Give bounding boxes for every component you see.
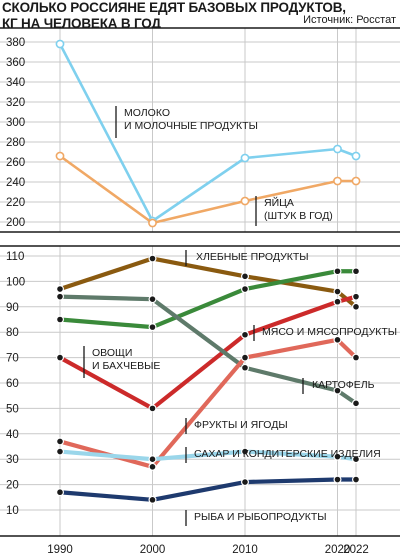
bottom-series-3-point-4 [352,399,361,408]
bottom-series-1-point-3 [333,297,342,306]
x-tick-1990: 1990 [47,544,73,556]
bottom-series-4-point-1 [148,462,157,471]
bottom-series-5-point-0 [55,447,64,456]
top-series-0-point-0 [55,39,65,49]
bottom-series-1-point-2 [241,330,250,339]
bottom-y-tick-50: 50 [6,403,19,415]
bottom-series-6-point-1 [148,495,157,504]
top-series-0-label-line-0: МОЛОКО [124,107,170,119]
bottom-series-5-point-1 [148,455,157,464]
x-tick-2020: 2020 [325,544,351,556]
bottom-series-6-point-4 [352,475,361,484]
top-y-tick-380: 380 [6,37,25,49]
chart-title-line-1: СКОЛЬКО РОССИЯНЕ ЕДЯТ БАЗОВЫХ ПРОДУКТОВ, [2,0,346,15]
x-tick-2010: 2010 [232,544,258,556]
top-y-tick-340: 340 [6,77,25,89]
top-series-0-point-4 [351,151,361,161]
source-note: Источник: Росстат [303,14,396,26]
bottom-series-3-point-3 [333,386,342,395]
bottom-series-4-label-line-0: ФРУКТЫ И ЯГОДЫ [194,419,288,431]
bottom-series-2-point-3 [333,267,342,276]
top-series-0-label-line-1: И МОЛОЧНЫЕ ПРОДУКТЫ [124,120,258,132]
top-series-1-label-line-1: (ШТУК В ГОД) [264,210,333,222]
top-series-0-point-2 [240,153,250,163]
bottom-series-0-point-2 [241,272,250,281]
top-series-1-point-1 [148,218,157,228]
top-series-1-point-3 [333,176,342,186]
bottom-y-tick-110: 110 [6,251,24,263]
bottom-series-6-label-line-0: РЫБА И РЫБОПРОДУКТЫ [194,511,327,523]
x-tick-2022: 2022 [343,544,369,556]
bottom-series-5-point-3 [333,452,342,461]
top-y-tick-280: 280 [6,137,25,149]
top-y-tick-240: 240 [6,177,25,189]
bottom-series-2-point-2 [241,285,250,294]
bottom-series-5-point-2 [241,447,250,456]
bottom-series-4-point-2 [241,353,250,362]
bottom-y-tick-30: 30 [6,454,19,466]
top-y-tick-360: 360 [6,57,25,69]
bottom-y-tick-60: 60 [6,378,19,390]
bottom-y-tick-100: 100 [6,276,25,288]
x-tick-2000: 2000 [140,544,166,556]
top-series-1-point-4 [351,176,361,186]
bottom-series-0-point-3 [333,287,342,296]
bottom-series-0-point-0 [55,285,64,294]
bottom-series-0-point-4 [352,302,361,311]
bottom-series-6-point-0 [55,488,64,497]
bottom-series-3-label-line-0: КАРТОФЕЛЬ [312,379,375,391]
bottom-y-tick-20: 20 [6,480,19,492]
top-series-1-point-0 [55,151,65,161]
bottom-y-tick-70: 70 [6,353,19,365]
bottom-series-3-point-1 [148,295,157,304]
bottom-series-1-label-line-0: МЯСО И МЯСОПРОДУКТЫ [262,326,397,338]
bottom-series-5-label-line-0: САХАР И КОНДИТЕРСКИЕ ИЗДЕЛИЯ [194,448,381,460]
bottom-series-3-point-2 [241,363,250,372]
bottom-y-tick-40: 40 [6,429,19,441]
bottom-series-2-label-line-0: ОВОЩИ [92,347,132,359]
bottom-series-3-point-0 [55,292,64,301]
bottom-y-tick-80: 80 [6,327,19,339]
top-series-1-label-line-0: ЯЙЦА [264,196,294,209]
top-y-tick-300: 300 [6,117,25,129]
bottom-series-0-label-line-0: ХЛЕБНЫЕ ПРОДУКТЫ [196,251,309,263]
bottom-series-2-label-line-1: И БАХЧЕВЫЕ [92,360,160,372]
bottom-y-tick-90: 90 [6,302,19,314]
top-y-tick-200: 200 [6,217,25,229]
bottom-series-6-point-2 [241,478,250,487]
bottom-series-1-point-1 [148,404,157,413]
bottom-series-1-point-4 [352,292,361,301]
bottom-series-2-point-0 [55,315,64,324]
top-y-tick-320: 320 [6,97,25,109]
top-y-tick-260: 260 [6,157,25,169]
top-series-1-point-2 [240,196,250,206]
bottom-series-4-point-4 [352,353,361,362]
bottom-series-6-point-3 [333,475,342,484]
bottom-series-2-point-1 [148,323,157,332]
bottom-series-2-point-4 [352,267,361,276]
bottom-series-0-point-1 [148,254,157,263]
top-y-tick-220: 220 [6,197,25,209]
bottom-series-4-point-0 [55,437,64,446]
bottom-series-1-point-0 [55,353,64,362]
bottom-series-5-point-4 [352,455,361,464]
bottom-series-4-point-3 [333,335,342,344]
top-series-0-point-3 [333,144,342,154]
bottom-y-tick-10: 10 [6,505,19,517]
